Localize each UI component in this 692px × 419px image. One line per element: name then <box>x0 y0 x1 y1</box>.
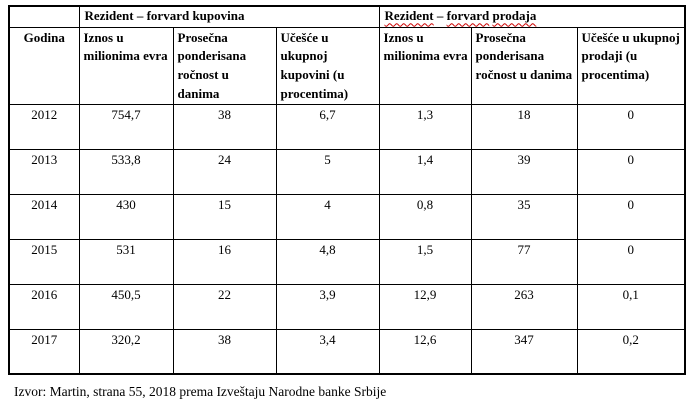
value-cell: 320,2 <box>78 328 174 375</box>
value-cell: 533,8 <box>78 148 174 195</box>
value-cell: 0,2 <box>576 328 686 375</box>
year-cell: 2014 <box>8 193 80 240</box>
value-cell: 38 <box>172 328 277 375</box>
value-cell: 3,4 <box>275 328 380 375</box>
value-cell: 0,8 <box>378 193 472 240</box>
table-row-2013: 2013 533,8 24 5 1,4 39 0 <box>8 148 686 195</box>
value-cell: 12,6 <box>378 328 472 375</box>
value-cell: 39 <box>470 148 578 195</box>
col-header-godina: Godina <box>8 26 80 105</box>
value-cell: 77 <box>470 238 578 285</box>
value-cell: 754,7 <box>78 103 174 150</box>
value-cell: 12,9 <box>378 283 472 330</box>
col-header-iznos-prodaja: Iznos u milionima evra <box>378 26 472 105</box>
value-cell: 0 <box>576 238 686 285</box>
group-header-kupovina: Rezident – forvard kupovina <box>78 5 380 28</box>
year-cell: 2013 <box>8 148 80 195</box>
year-cell: 2012 <box>8 103 80 150</box>
source-citation: Izvor: Martin, strana 55, 2018 prema Izv… <box>14 384 387 399</box>
year-cell: 2015 <box>8 238 80 285</box>
group-header-row: Rezident – forvard kupovina Rezident – f… <box>8 5 686 28</box>
value-cell: 6,7 <box>275 103 380 150</box>
misspelled-word: Rezident <box>384 8 434 24</box>
value-cell: 263 <box>470 283 578 330</box>
col-header-ucesce-kupovina: Učešće u ukupnoj kupovini (u procentima) <box>275 26 380 105</box>
value-cell: 1,4 <box>378 148 472 195</box>
value-cell: 38 <box>172 103 277 150</box>
col-header-rocnost-kupovina: Prosečna ponderisana ročnost u danima <box>172 26 277 105</box>
value-cell: 4,8 <box>275 238 380 285</box>
misspelled-word: prodaja <box>492 8 537 24</box>
table-row-2015: 2015 531 16 4,8 1,5 77 0 <box>8 238 686 285</box>
value-cell: 18 <box>470 103 578 150</box>
value-cell: 24 <box>172 148 277 195</box>
value-cell: 1,3 <box>378 103 472 150</box>
col-header-ucesce-prodaja: Učešće u ukupnoj prodaji (u procentima) <box>576 26 686 105</box>
group-header-prodaja: Rezident – forvard prodaja <box>378 5 686 28</box>
value-cell: 5 <box>275 148 380 195</box>
value-cell: 15 <box>172 193 277 240</box>
corner-cell <box>8 5 80 28</box>
value-cell: 0 <box>576 148 686 195</box>
value-cell: 35 <box>470 193 578 240</box>
value-cell: 22 <box>172 283 277 330</box>
value-cell: 430 <box>78 193 174 240</box>
column-header-row: Godina Iznos u milionima evra Prosečna p… <box>8 26 686 105</box>
table-row-2017: 2017 320,2 38 3,4 12,6 347 0,2 <box>8 328 686 375</box>
value-cell: 0 <box>576 193 686 240</box>
value-cell: 450,5 <box>78 283 174 330</box>
dash-text: – <box>436 8 444 24</box>
value-cell: 1,5 <box>378 238 472 285</box>
table-row-2016: 2016 450,5 22 3,9 12,9 263 0,1 <box>8 283 686 330</box>
forward-transactions-table: Rezident – forvard kupovina Rezident – f… <box>8 5 687 376</box>
value-cell: 3,9 <box>275 283 380 330</box>
col-header-iznos-kupovina: Iznos u milionima evra <box>78 26 174 105</box>
value-cell: 0,1 <box>576 283 686 330</box>
year-cell: 2016 <box>8 283 80 330</box>
value-cell: 0 <box>576 103 686 150</box>
misspelled-word: forvard <box>446 8 490 24</box>
value-cell: 347 <box>470 328 578 375</box>
table-row-2014: 2014 430 15 4 0,8 35 0 <box>8 193 686 240</box>
col-header-rocnost-prodaja: Prosečna ponderisana ročnost u danima <box>470 26 578 105</box>
year-cell: 2017 <box>8 328 80 375</box>
value-cell: 4 <box>275 193 380 240</box>
value-cell: 16 <box>172 238 277 285</box>
value-cell: 531 <box>78 238 174 285</box>
table-row-2012: 2012 754,7 38 6,7 1,3 18 0 <box>8 103 686 150</box>
